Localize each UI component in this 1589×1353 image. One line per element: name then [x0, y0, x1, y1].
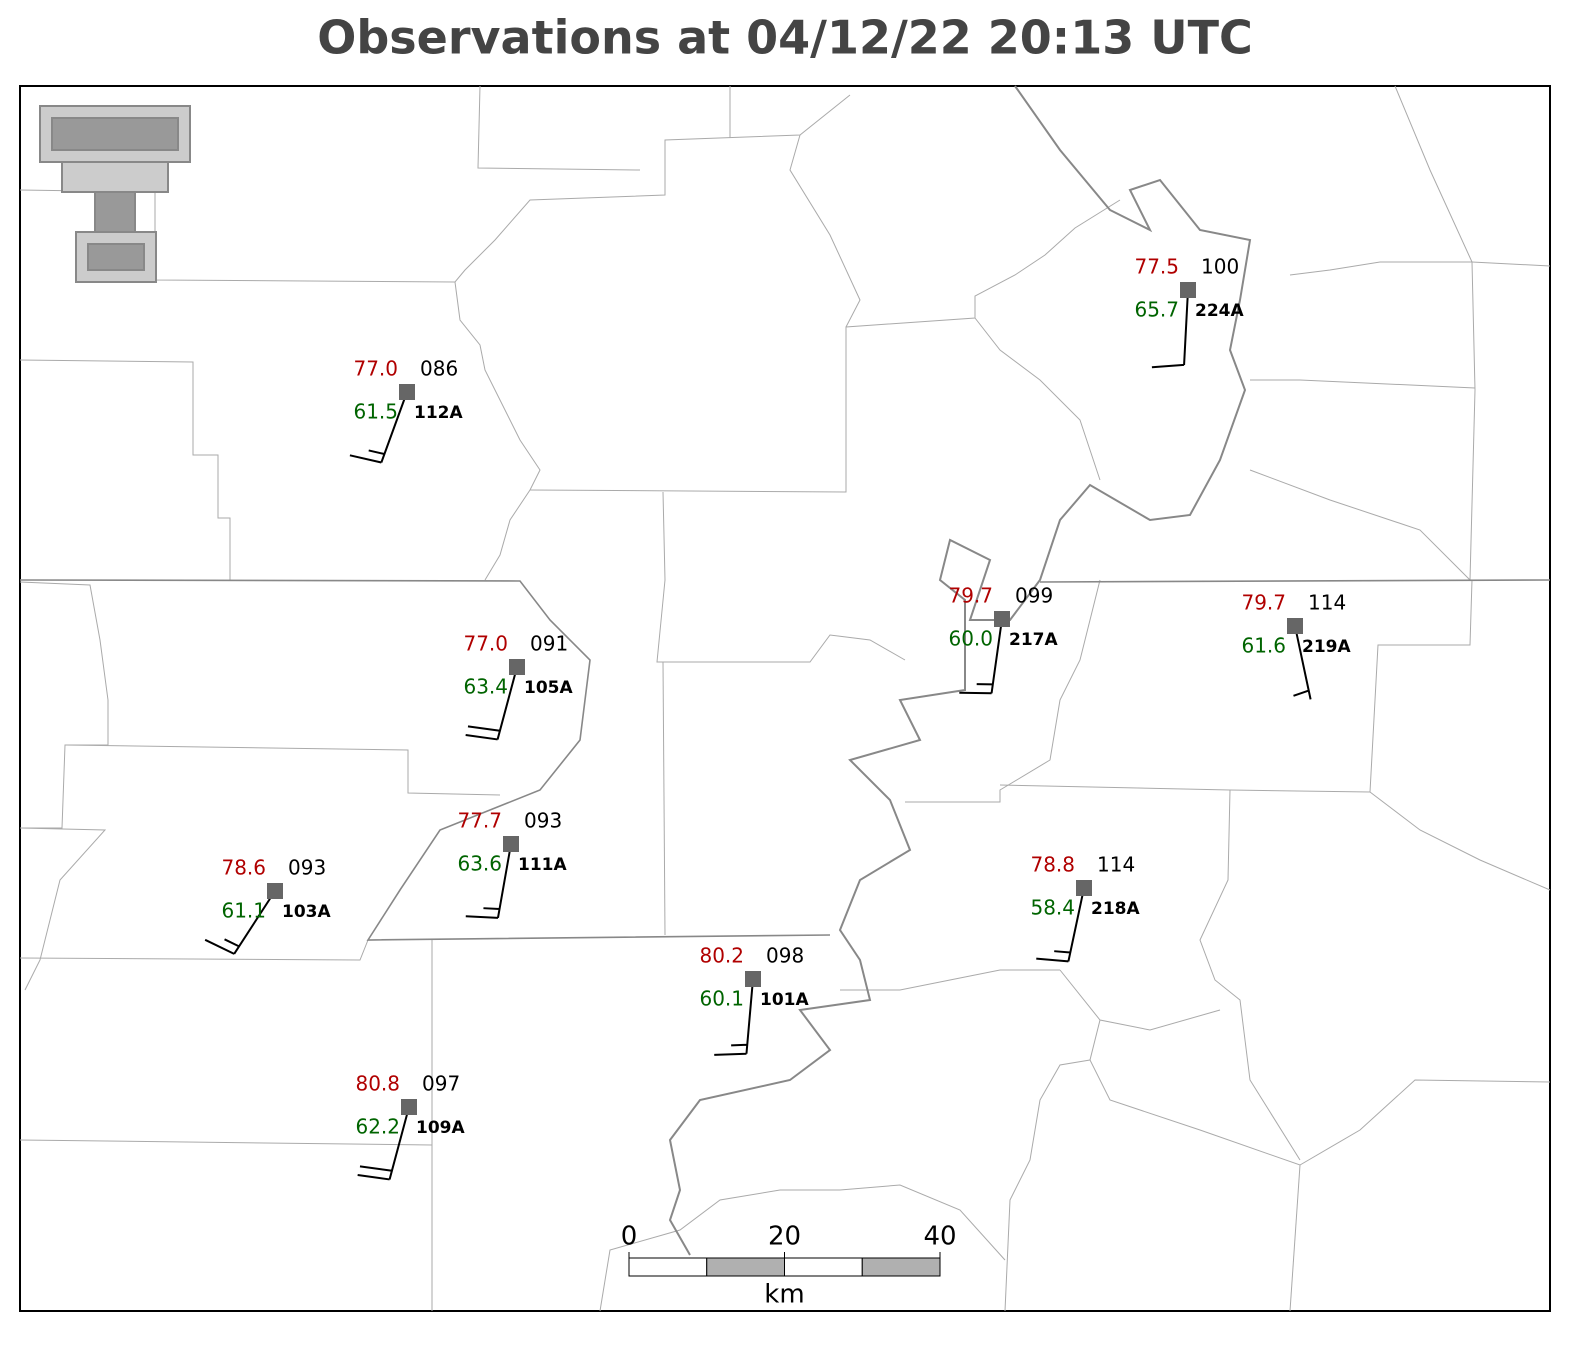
dewpoint: 61.6 — [1241, 634, 1286, 658]
station-plot: 77.5 100 65.7 224A — [1134, 255, 1244, 369]
dewpoint: 61.5 — [353, 400, 398, 424]
dewpoint: 65.7 — [1134, 298, 1179, 322]
pressure: 114 — [1097, 853, 1135, 877]
station-plot: 77.7 093 63.6 111A — [457, 809, 567, 919]
station-id: 219A — [1302, 637, 1351, 657]
station-plot: 79.7 114 61.6 219A — [1241, 591, 1351, 700]
wind-barb — [465, 666, 518, 741]
dewpoint: 63.6 — [457, 852, 502, 876]
station-marker — [745, 971, 761, 987]
logo — [39, 105, 191, 283]
dewpoint: 60.0 — [948, 627, 993, 651]
dewpoint: 63.4 — [463, 675, 508, 699]
station-id: 224A — [1195, 301, 1244, 321]
temperature: 78.8 — [1030, 853, 1075, 877]
station-marker — [503, 836, 519, 852]
station-plot: 78.8 114 58.4 218A — [1030, 853, 1140, 963]
scale-segment — [706, 1257, 785, 1277]
station-plot: 79.7 099 60.0 217A — [948, 584, 1058, 695]
pressure: 086 — [420, 357, 458, 381]
station-marker — [1076, 880, 1092, 896]
title: Observations at 04/12/22 20:13 UTC — [317, 11, 1252, 65]
temperature: 77.7 — [457, 809, 502, 833]
dewpoint: 60.1 — [699, 987, 744, 1011]
station-marker — [1180, 282, 1196, 298]
dewpoint: 62.2 — [355, 1115, 400, 1139]
temperature: 77.0 — [463, 632, 508, 656]
wind-barb — [959, 618, 1003, 695]
wind-barb — [1036, 887, 1085, 963]
station-plot: 80.2 098 60.1 101A — [699, 944, 809, 1056]
station-id: 105A — [524, 678, 573, 698]
pressure: 099 — [1015, 584, 1053, 608]
pressure: 093 — [288, 856, 326, 880]
wind-barb — [357, 1106, 410, 1181]
basemap — [19, 85, 1551, 1312]
wind-barb — [1151, 289, 1189, 369]
scale-unit: km — [764, 1280, 804, 1310]
temperature: 80.2 — [699, 944, 744, 968]
wind-barb — [465, 843, 512, 919]
temperature: 77.0 — [353, 357, 398, 381]
temperature: 79.7 — [948, 584, 993, 608]
station-marker — [401, 1099, 417, 1115]
wind-barb — [349, 391, 408, 464]
scale-tick-label: 20 — [768, 1222, 801, 1252]
pressure: 093 — [524, 809, 562, 833]
scale-segment — [628, 1257, 708, 1277]
pressure: 100 — [1201, 255, 1239, 279]
temperature: 77.5 — [1134, 255, 1179, 279]
wind-barb — [714, 978, 754, 1056]
pressure: 097 — [422, 1072, 460, 1096]
pressure: 114 — [1308, 591, 1346, 615]
station-plot: 80.8 097 62.2 109A — [355, 1072, 465, 1181]
pressure: 098 — [766, 944, 804, 968]
station-id: 103A — [282, 902, 331, 922]
station-marker — [399, 384, 415, 400]
station-marker — [267, 883, 283, 899]
station-plot: 78.6 093 61.1 103A — [204, 856, 331, 955]
station-id: 111A — [518, 855, 567, 875]
station-marker — [1287, 618, 1303, 634]
pressure: 091 — [530, 632, 568, 656]
station-id: 101A — [760, 990, 809, 1010]
wind-barb — [1293, 625, 1312, 700]
wind-barb — [204, 890, 276, 955]
station-marker — [509, 659, 525, 675]
temperature: 78.6 — [221, 856, 266, 880]
station-plot: 77.0 086 61.5 112A — [349, 357, 463, 464]
station-id: 217A — [1009, 630, 1058, 650]
station-id: 109A — [416, 1118, 465, 1138]
temperature: 79.7 — [1241, 591, 1286, 615]
station-marker — [994, 611, 1010, 627]
scale-segment — [861, 1257, 941, 1277]
scale-tick-label: 0 — [621, 1222, 638, 1252]
scale-segment — [784, 1257, 863, 1277]
station-id: 218A — [1091, 899, 1140, 919]
station-id: 112A — [414, 403, 463, 423]
dewpoint: 61.1 — [221, 899, 266, 923]
dewpoint: 58.4 — [1030, 896, 1075, 920]
station-plot: 77.0 091 63.4 105A — [463, 632, 573, 741]
scale-tick-label: 40 — [923, 1222, 956, 1252]
temperature: 80.8 — [355, 1072, 400, 1096]
